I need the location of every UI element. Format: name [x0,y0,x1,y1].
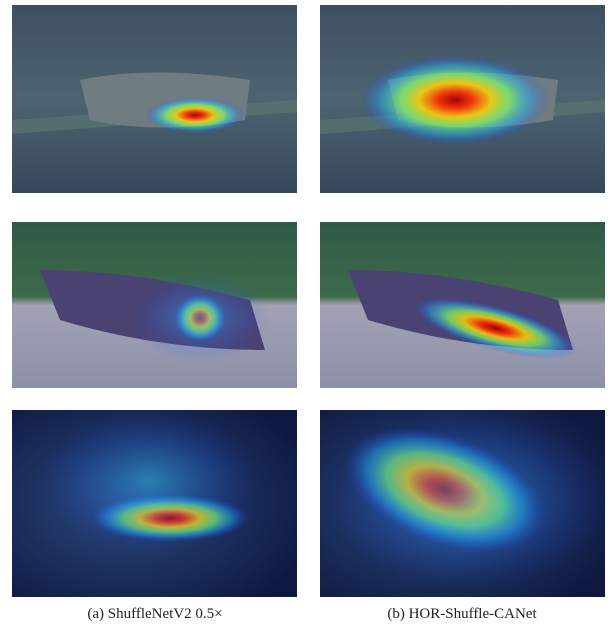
image-row-3-right [320,402,610,597]
page: (a) ShuffleNetV2 0.5× (b) HOR-Shuffle-CA… [0,0,611,630]
caption-a: (a) ShuffleNetV2 0.5× [87,606,222,622]
image-row-1-left [12,5,297,193]
image-row-1-right [320,5,605,193]
image-row-2-left [12,222,297,388]
image-row-3-left [12,410,297,597]
figure: (a) ShuffleNetV2 0.5× (b) HOR-Shuffle-CA… [0,0,611,630]
image-row-2-right [320,222,605,388]
caption-b: (b) HOR-Shuffle-CANet [387,606,537,622]
